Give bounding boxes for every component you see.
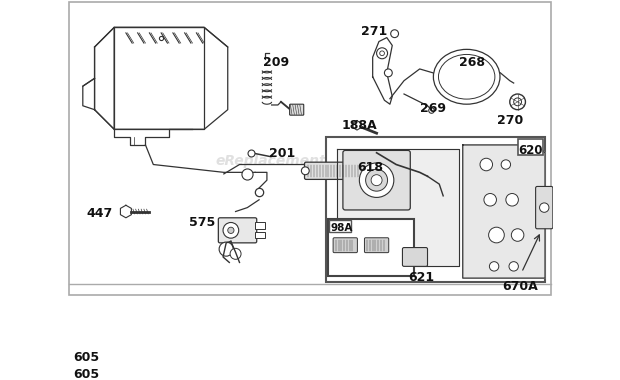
Circle shape [376,48,388,59]
Text: 447: 447 [87,207,113,220]
Text: 620: 620 [518,144,542,157]
Text: 271: 271 [361,25,387,38]
Circle shape [506,193,518,206]
Circle shape [371,175,382,186]
Circle shape [501,160,510,169]
Polygon shape [120,205,131,218]
FancyBboxPatch shape [402,247,428,266]
Bar [255,232,265,238]
Circle shape [379,51,384,55]
Polygon shape [337,149,459,266]
Circle shape [366,169,388,191]
Polygon shape [373,38,392,104]
Text: 98A: 98A [330,223,353,233]
Text: 605: 605 [73,368,100,380]
Circle shape [480,158,492,171]
Bar [329,220,351,232]
Circle shape [228,227,234,233]
Circle shape [489,262,499,271]
Bar [255,223,265,229]
Text: 270: 270 [497,114,523,127]
FancyBboxPatch shape [333,238,357,253]
FancyBboxPatch shape [536,187,553,229]
Circle shape [514,98,521,106]
Circle shape [489,227,504,243]
Circle shape [219,242,233,256]
FancyBboxPatch shape [365,238,389,253]
Text: 670A: 670A [502,280,538,293]
Ellipse shape [433,49,500,104]
Circle shape [512,229,524,241]
Circle shape [391,30,399,38]
Polygon shape [463,145,545,278]
Text: 605: 605 [73,351,100,364]
Circle shape [301,167,309,175]
Bar [328,219,414,276]
Text: 621: 621 [408,271,434,284]
FancyBboxPatch shape [304,162,363,179]
Text: 618: 618 [357,161,383,174]
Text: 268: 268 [459,56,485,70]
Circle shape [510,94,525,110]
Circle shape [360,163,394,198]
Bar [518,139,542,155]
Circle shape [509,262,518,271]
FancyBboxPatch shape [290,104,304,115]
Bar [326,137,545,282]
Text: eReplacementParts.com: eReplacementParts.com [216,154,404,168]
Text: 269: 269 [420,102,446,115]
Polygon shape [353,120,361,130]
Ellipse shape [438,54,495,99]
Text: 209: 209 [263,56,289,70]
Circle shape [384,69,392,77]
Text: 575: 575 [188,216,215,229]
Text: 188A: 188A [342,119,377,132]
Circle shape [484,193,497,206]
Circle shape [223,223,239,238]
FancyBboxPatch shape [343,150,410,210]
Circle shape [539,203,549,212]
Circle shape [230,249,241,259]
FancyBboxPatch shape [218,218,257,243]
Text: 201: 201 [269,147,296,160]
